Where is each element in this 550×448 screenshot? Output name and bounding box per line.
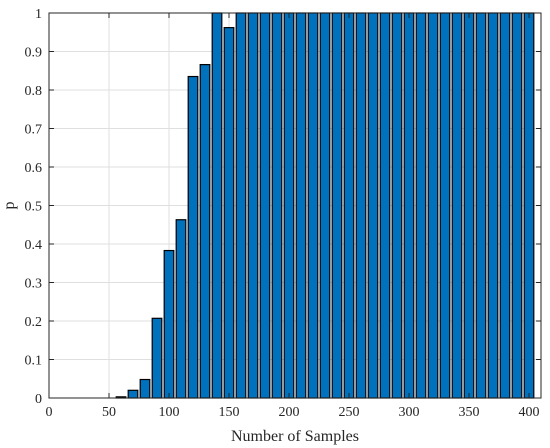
x-tick-label: 50 [102,405,116,420]
y-tick-label: 0.7 [25,123,43,138]
x-tick-label: 200 [279,405,300,420]
bar [283,12,295,399]
y-tick-label: 0.3 [25,277,43,292]
bar [175,219,187,399]
bar [163,249,175,399]
bar [391,12,403,399]
ticks: 0 50 100 150 200 250 300 350 400 0 0.1 0.2 0.3 0.4 0.5… [25,7,541,420]
x-tick-label: 250 [339,405,360,420]
bar [307,12,319,399]
x-axis-label: Number of Samples [231,428,359,445]
bar [403,12,415,399]
x-tick-label: 400 [519,405,540,420]
bar [259,12,271,399]
x-tick-label: 300 [399,405,420,420]
bar [511,12,523,399]
bar [139,378,151,399]
x-tick-label: 150 [219,405,240,420]
bar [355,12,367,399]
y-tick-label: 0.2 [25,315,43,330]
y-tick-label: 0.5 [25,200,43,215]
y-tick-label: 0.6 [25,161,43,176]
bar [151,317,163,399]
bar [127,389,139,399]
bar [475,12,487,399]
bar [199,63,211,399]
bar [499,12,511,399]
bar [415,12,427,399]
bar [487,12,499,399]
bar [247,12,259,399]
bar [367,12,379,399]
y-tick-label: 0.4 [25,238,43,253]
x-tick-label: 0 [46,405,53,420]
y-axis-label: p [1,202,18,210]
bar [319,12,331,399]
bar [427,12,439,399]
y-tick-label: 0.9 [25,46,43,61]
bar [379,12,391,399]
bar [331,12,343,399]
y-tick-label: 0.1 [25,354,43,369]
bar [187,75,199,399]
y-tick-label: 0.8 [25,84,43,99]
bar [439,12,451,399]
bar [295,12,307,399]
x-tick-label: 350 [459,405,480,420]
bar [223,27,235,399]
bar [343,12,355,399]
bar [235,12,247,399]
bar [523,12,535,399]
x-tick-label: 100 [159,405,180,420]
bar [463,12,475,399]
y-tick-label: 1 [35,7,42,22]
bar [271,12,283,399]
y-tick-label: 0 [35,392,42,407]
bar [211,12,223,399]
bar [451,12,463,399]
